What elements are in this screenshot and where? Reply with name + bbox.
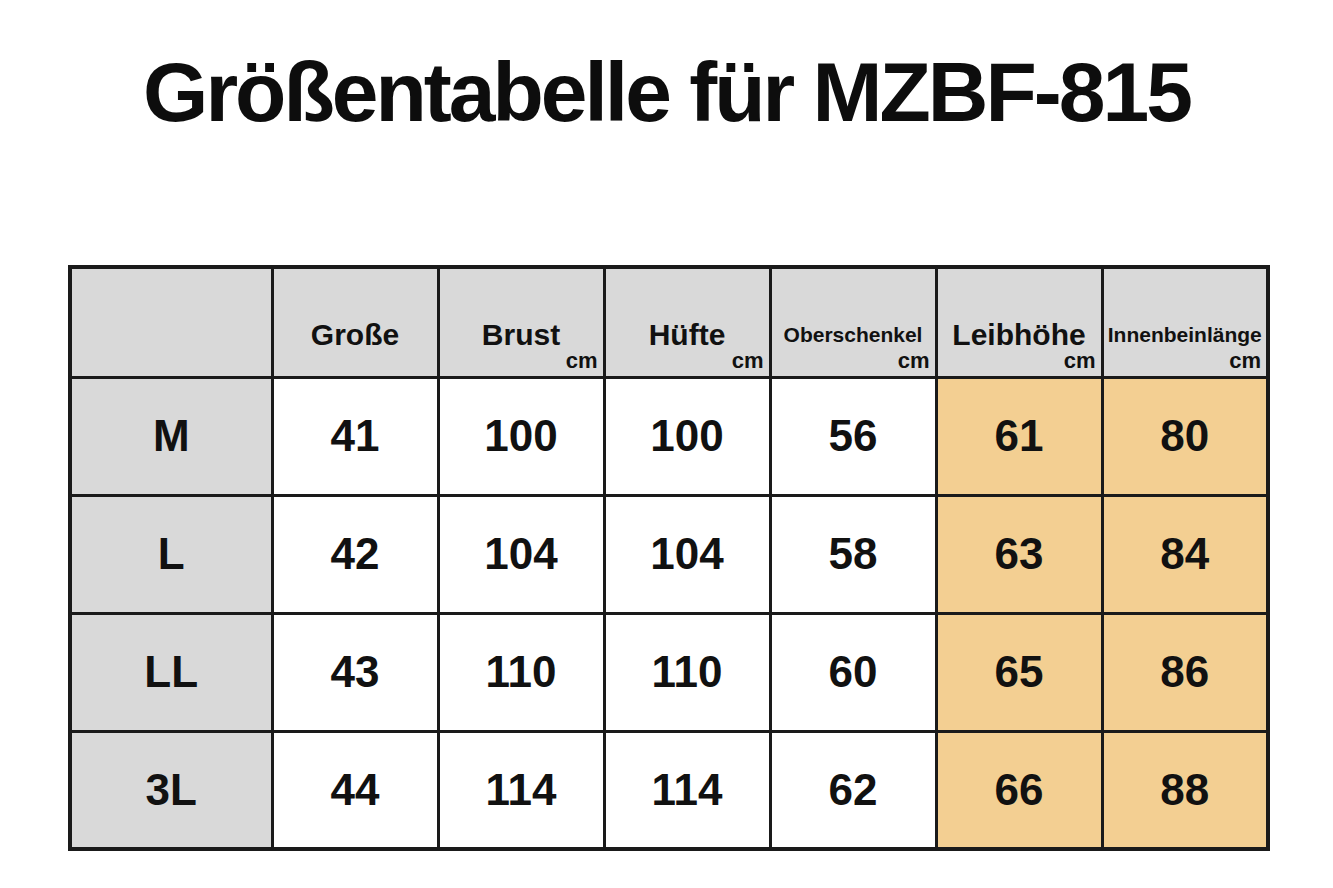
table-cell: 114 bbox=[604, 731, 770, 849]
table-body: M 41 100 100 56 61 80 L 42 104 104 58 63… bbox=[70, 377, 1268, 849]
unit-label: cm bbox=[1064, 348, 1096, 374]
table-cell: 104 bbox=[438, 495, 604, 613]
table-cell: 100 bbox=[604, 377, 770, 495]
column-label: Große bbox=[311, 318, 399, 351]
size-chart-page: Größentabelle für MZBF-815 Große Brust c… bbox=[0, 0, 1333, 888]
page-title: Größentabelle für MZBF-815 bbox=[0, 44, 1333, 141]
table-cell-highlighted: 63 bbox=[936, 495, 1102, 613]
table-cell: 44 bbox=[272, 731, 438, 849]
size-table: Große Brust cm Hüfte cm Oberschenkel cm … bbox=[68, 265, 1270, 851]
column-header-innenbeinlaenge: Innenbeinlänge cm bbox=[1102, 267, 1268, 377]
column-header-oberschenkel: Oberschenkel cm bbox=[770, 267, 936, 377]
table-cell: 42 bbox=[272, 495, 438, 613]
table-row-ll: LL 43 110 110 60 65 86 bbox=[70, 613, 1268, 731]
table-cell-highlighted: 61 bbox=[936, 377, 1102, 495]
corner-cell bbox=[70, 267, 272, 377]
size-label: 3L bbox=[70, 731, 272, 849]
unit-label: cm bbox=[732, 348, 764, 374]
table-cell: 110 bbox=[438, 613, 604, 731]
table-cell: 100 bbox=[438, 377, 604, 495]
column-label: Brust bbox=[482, 318, 560, 351]
table-header: Große Brust cm Hüfte cm Oberschenkel cm … bbox=[70, 267, 1268, 377]
table-cell-highlighted: 88 bbox=[1102, 731, 1268, 849]
size-label: LL bbox=[70, 613, 272, 731]
table-cell: 56 bbox=[770, 377, 936, 495]
table-cell: 62 bbox=[770, 731, 936, 849]
header-row: Große Brust cm Hüfte cm Oberschenkel cm … bbox=[70, 267, 1268, 377]
table-cell: 60 bbox=[770, 613, 936, 731]
table-cell: 58 bbox=[770, 495, 936, 613]
table-row-m: M 41 100 100 56 61 80 bbox=[70, 377, 1268, 495]
table-cell: 114 bbox=[438, 731, 604, 849]
size-label: M bbox=[70, 377, 272, 495]
column-label: Hüfte bbox=[649, 318, 726, 351]
table-cell-highlighted: 84 bbox=[1102, 495, 1268, 613]
table-row-3l: 3L 44 114 114 62 66 88 bbox=[70, 731, 1268, 849]
unit-label: cm bbox=[898, 348, 930, 374]
table-cell-highlighted: 80 bbox=[1102, 377, 1268, 495]
column-label: Leibhöhe bbox=[952, 318, 1085, 351]
column-header-huefte: Hüfte cm bbox=[604, 267, 770, 377]
table-cell-highlighted: 86 bbox=[1102, 613, 1268, 731]
column-label: Innenbeinlänge bbox=[1108, 323, 1262, 346]
unit-label: cm bbox=[1229, 348, 1261, 374]
table-row-l: L 42 104 104 58 63 84 bbox=[70, 495, 1268, 613]
table-cell: 104 bbox=[604, 495, 770, 613]
column-header-leibhoehe: Leibhöhe cm bbox=[936, 267, 1102, 377]
column-label: Oberschenkel bbox=[784, 323, 923, 346]
table-cell: 43 bbox=[272, 613, 438, 731]
unit-label: cm bbox=[566, 348, 598, 374]
table-cell-highlighted: 66 bbox=[936, 731, 1102, 849]
table-cell: 41 bbox=[272, 377, 438, 495]
column-header-brust: Brust cm bbox=[438, 267, 604, 377]
table-cell: 110 bbox=[604, 613, 770, 731]
column-header-grosse: Große bbox=[272, 267, 438, 377]
size-label: L bbox=[70, 495, 272, 613]
table-cell-highlighted: 65 bbox=[936, 613, 1102, 731]
